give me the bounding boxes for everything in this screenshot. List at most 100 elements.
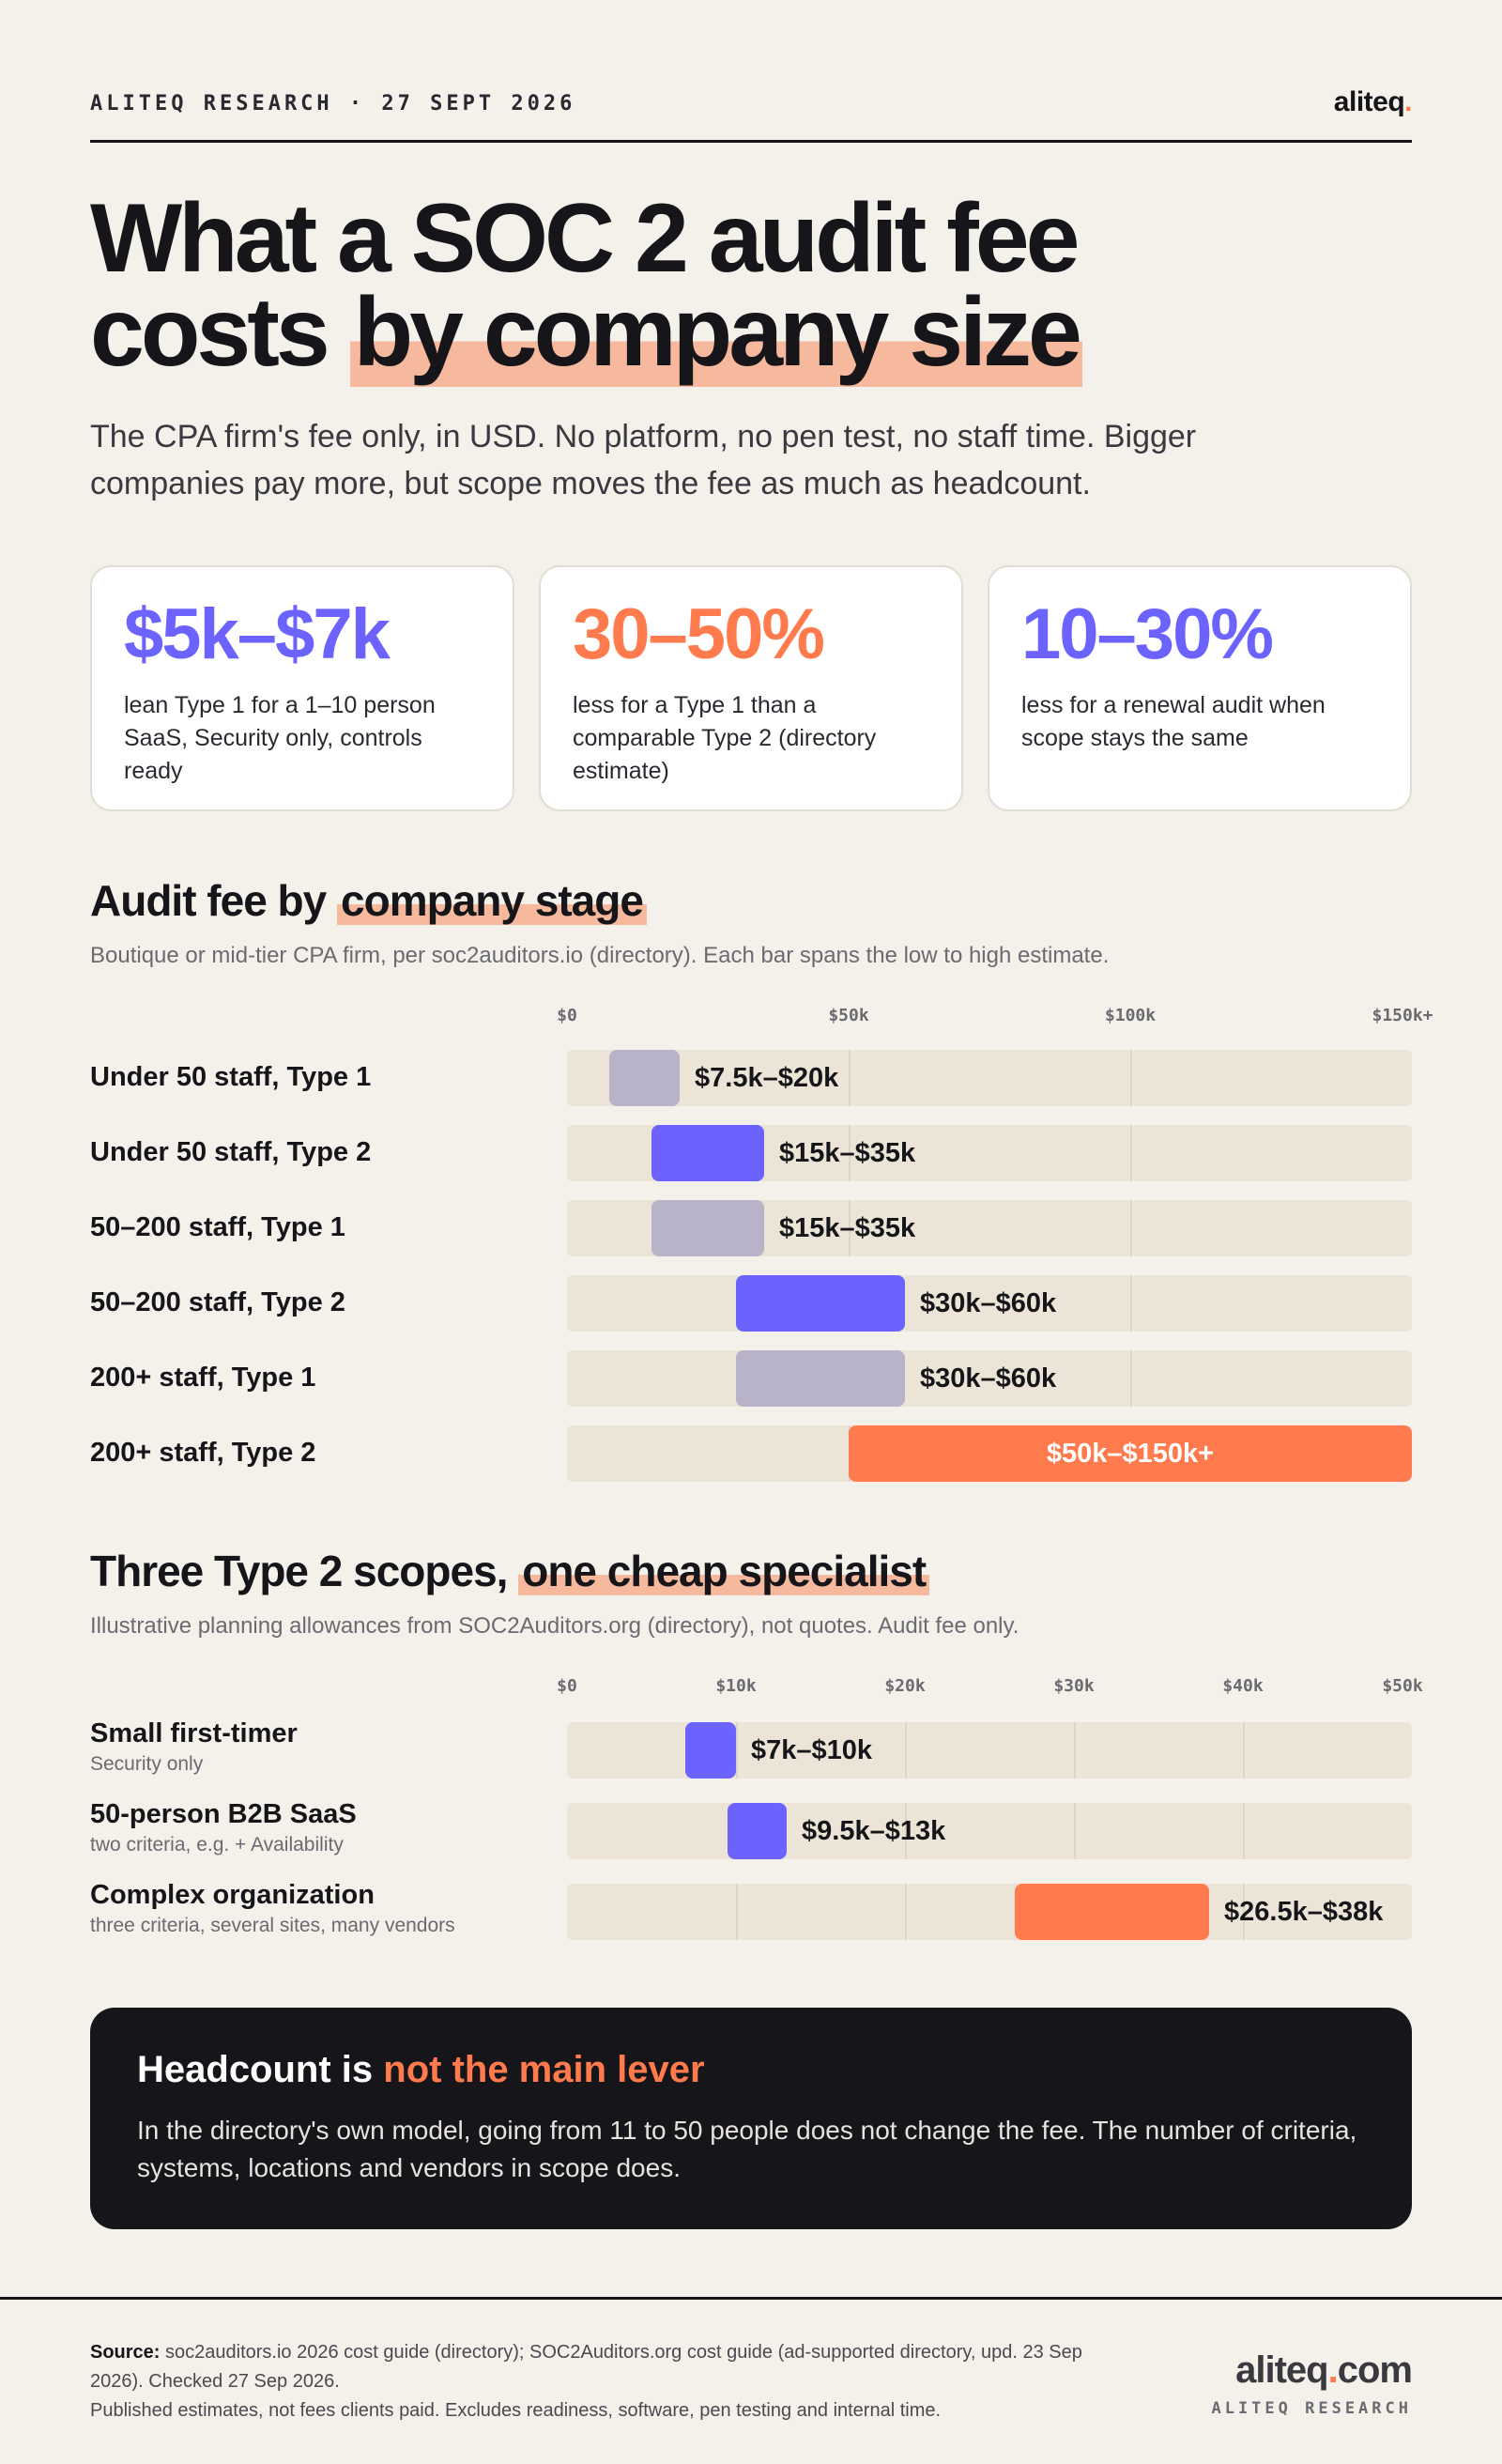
row-label: 200+ staff, Type 1 <box>90 1363 316 1393</box>
bar-track: $30k–$60k <box>567 1275 1412 1332</box>
axis-tick-label: $50k <box>828 1006 869 1025</box>
section1-subtitle: Boutique or mid-tier CPA firm, per soc2a… <box>90 943 1110 968</box>
gridline <box>1130 1200 1132 1256</box>
section2-title-highlight: one cheap specialist <box>518 1547 930 1595</box>
gridline <box>1243 1722 1245 1779</box>
footer-brand-url: aliteq.com <box>1211 2349 1413 2392</box>
gridline <box>849 1050 851 1106</box>
axis-tick-label: $10k <box>715 1676 757 1696</box>
stat-value: 10–30% <box>1021 594 1274 674</box>
axis-tick-label: $30k <box>1053 1676 1095 1696</box>
bar-value-label: $15k–$35k <box>779 1213 916 1243</box>
stat-card: 30–50% less for a Type 1 than a comparab… <box>539 565 963 811</box>
gridline <box>1074 1722 1076 1779</box>
bar-value-label: $26.5k–$38k <box>1224 1897 1384 1927</box>
axis-tick-label: $0 <box>557 1006 577 1025</box>
bar-value-label: $7k–$10k <box>751 1735 873 1765</box>
brand-logo[interactable]: aliteq. <box>1333 86 1413 118</box>
title-highlight: by company size <box>349 278 1082 387</box>
brand-name: aliteq <box>1333 86 1405 117</box>
header-bar: ALITEQ RESEARCH · 27 SEPT 2026 aliteq. <box>90 86 1412 143</box>
stat-cards: $5k–$7k lean Type 1 for a 1–10 person Sa… <box>90 565 1412 811</box>
bar-track: $30k–$60k <box>567 1350 1412 1407</box>
row-label: Complex organization three criteria, seve… <box>90 1880 455 1937</box>
source-disclaimer: Published estimates, not fees clients pa… <box>90 2400 942 2421</box>
range-bar <box>651 1125 764 1181</box>
title-line1: What a SOC 2 audit fee <box>90 184 1080 293</box>
footer-brand[interactable]: aliteq.com ALITEQ RESEARCH <box>1211 2349 1413 2418</box>
footer-brand-tld: com <box>1337 2349 1413 2391</box>
bar-track: $15k–$35k <box>567 1200 1412 1256</box>
section2-title-plain: Three Type 2 scopes, <box>90 1547 519 1595</box>
range-bar <box>736 1275 905 1332</box>
gridline <box>1130 1050 1132 1106</box>
stat-desc: less for a renewal audit when scope stay… <box>1021 692 1326 751</box>
bar-value-label: $7.5k–$20k <box>695 1063 839 1093</box>
gridline <box>1130 1125 1132 1181</box>
stat-card: 10–30% less for a renewal audit when sco… <box>988 565 1412 811</box>
row-label-note: two criteria, e.g. + Availability <box>90 1834 344 1856</box>
section2-subtitle: Illustrative planning allowances from SO… <box>90 1613 1019 1639</box>
row-label: Small first-timer Security only <box>90 1718 298 1776</box>
axis-tick-label: $40k <box>1222 1676 1264 1696</box>
callout-title: Headcount is not the main lever <box>137 2049 1365 2091</box>
gridline <box>905 1722 907 1779</box>
bar-track: $15k–$35k <box>567 1125 1412 1181</box>
row-label-note: Security only <box>90 1753 204 1775</box>
bar-value-label: $9.5k–$13k <box>802 1816 946 1846</box>
gridline <box>849 1200 851 1256</box>
callout-body: In the directory's own model, going from… <box>137 2116 1357 2182</box>
stat-card: $5k–$7k lean Type 1 for a 1–10 person Sa… <box>90 565 514 811</box>
footer-brand-tag: ALITEQ RESEARCH <box>1211 2399 1412 2418</box>
range-bar <box>849 1425 1412 1482</box>
axis-tick-label: $100k <box>1104 1006 1157 1025</box>
gridline <box>905 1884 907 1940</box>
row-label: Under 50 staff, Type 2 <box>90 1137 372 1167</box>
range-bar <box>685 1722 736 1779</box>
bar-track: $7k–$10k <box>567 1722 1412 1779</box>
gridline <box>1243 1884 1245 1940</box>
source-text: soc2auditors.io 2026 cost guide (directo… <box>90 2342 1082 2392</box>
bar-value-label: $50k–$150k+ <box>1046 1439 1215 1469</box>
bar-value-label: $30k–$60k <box>920 1363 1057 1394</box>
brand-dot: . <box>1404 86 1412 117</box>
range-bar <box>609 1050 680 1106</box>
footer-divider <box>0 2297 1502 2300</box>
range-bar <box>728 1803 787 1859</box>
range-bar <box>736 1350 905 1407</box>
bar-track: $26.5k–$38k <box>567 1884 1412 1940</box>
row-label: 50–200 staff, Type 1 <box>90 1212 345 1242</box>
row-label-main: 50-person B2B SaaS <box>90 1799 357 1829</box>
gridline <box>849 1125 851 1181</box>
stat-value: 30–50% <box>573 594 825 674</box>
row-label-note: three criteria, several sites, many vend… <box>90 1915 455 1936</box>
stat-desc: lean Type 1 for a 1–10 person SaaS, Secu… <box>124 692 436 784</box>
axis-tick-label: $150k+ <box>1372 1006 1433 1025</box>
bar-value-label: $30k–$60k <box>920 1288 1057 1318</box>
row-label: 200+ staff, Type 2 <box>90 1438 316 1468</box>
section2-title: Three Type 2 scopes, one cheap specialis… <box>90 1546 930 1596</box>
axis-tick-label: $50k <box>1382 1676 1423 1696</box>
gridline <box>1074 1803 1076 1859</box>
footer-brand-dot: . <box>1327 2349 1339 2391</box>
gridline <box>905 1803 907 1859</box>
axis-tick-label: $0 <box>557 1676 577 1696</box>
section1-title-highlight: company stage <box>337 876 647 925</box>
axis-tick-label: $20k <box>884 1676 926 1696</box>
source-note: Source: soc2auditors.io 2026 cost guide … <box>90 2338 1085 2426</box>
gridline <box>1243 1803 1245 1859</box>
gridline <box>736 1722 738 1779</box>
stat-desc: less for a Type 1 than a comparable Type… <box>573 692 877 784</box>
title-line2-plain: costs <box>90 278 350 387</box>
row-label: 50–200 staff, Type 2 <box>90 1287 345 1317</box>
kicker: ALITEQ RESEARCH · 27 SEPT 2026 <box>90 92 576 116</box>
gridline <box>1130 1350 1132 1407</box>
page-title: What a SOC 2 audit fee costs by company … <box>90 190 1310 387</box>
gridline <box>736 1884 738 1940</box>
source-label: Source: <box>90 2342 161 2363</box>
bar-track: $7.5k–$20k <box>567 1050 1412 1106</box>
gridline <box>1130 1275 1132 1332</box>
callout-title-highlight: not the main lever <box>383 2049 705 2090</box>
row-label: Under 50 staff, Type 1 <box>90 1062 372 1092</box>
range-bar <box>1015 1884 1209 1940</box>
